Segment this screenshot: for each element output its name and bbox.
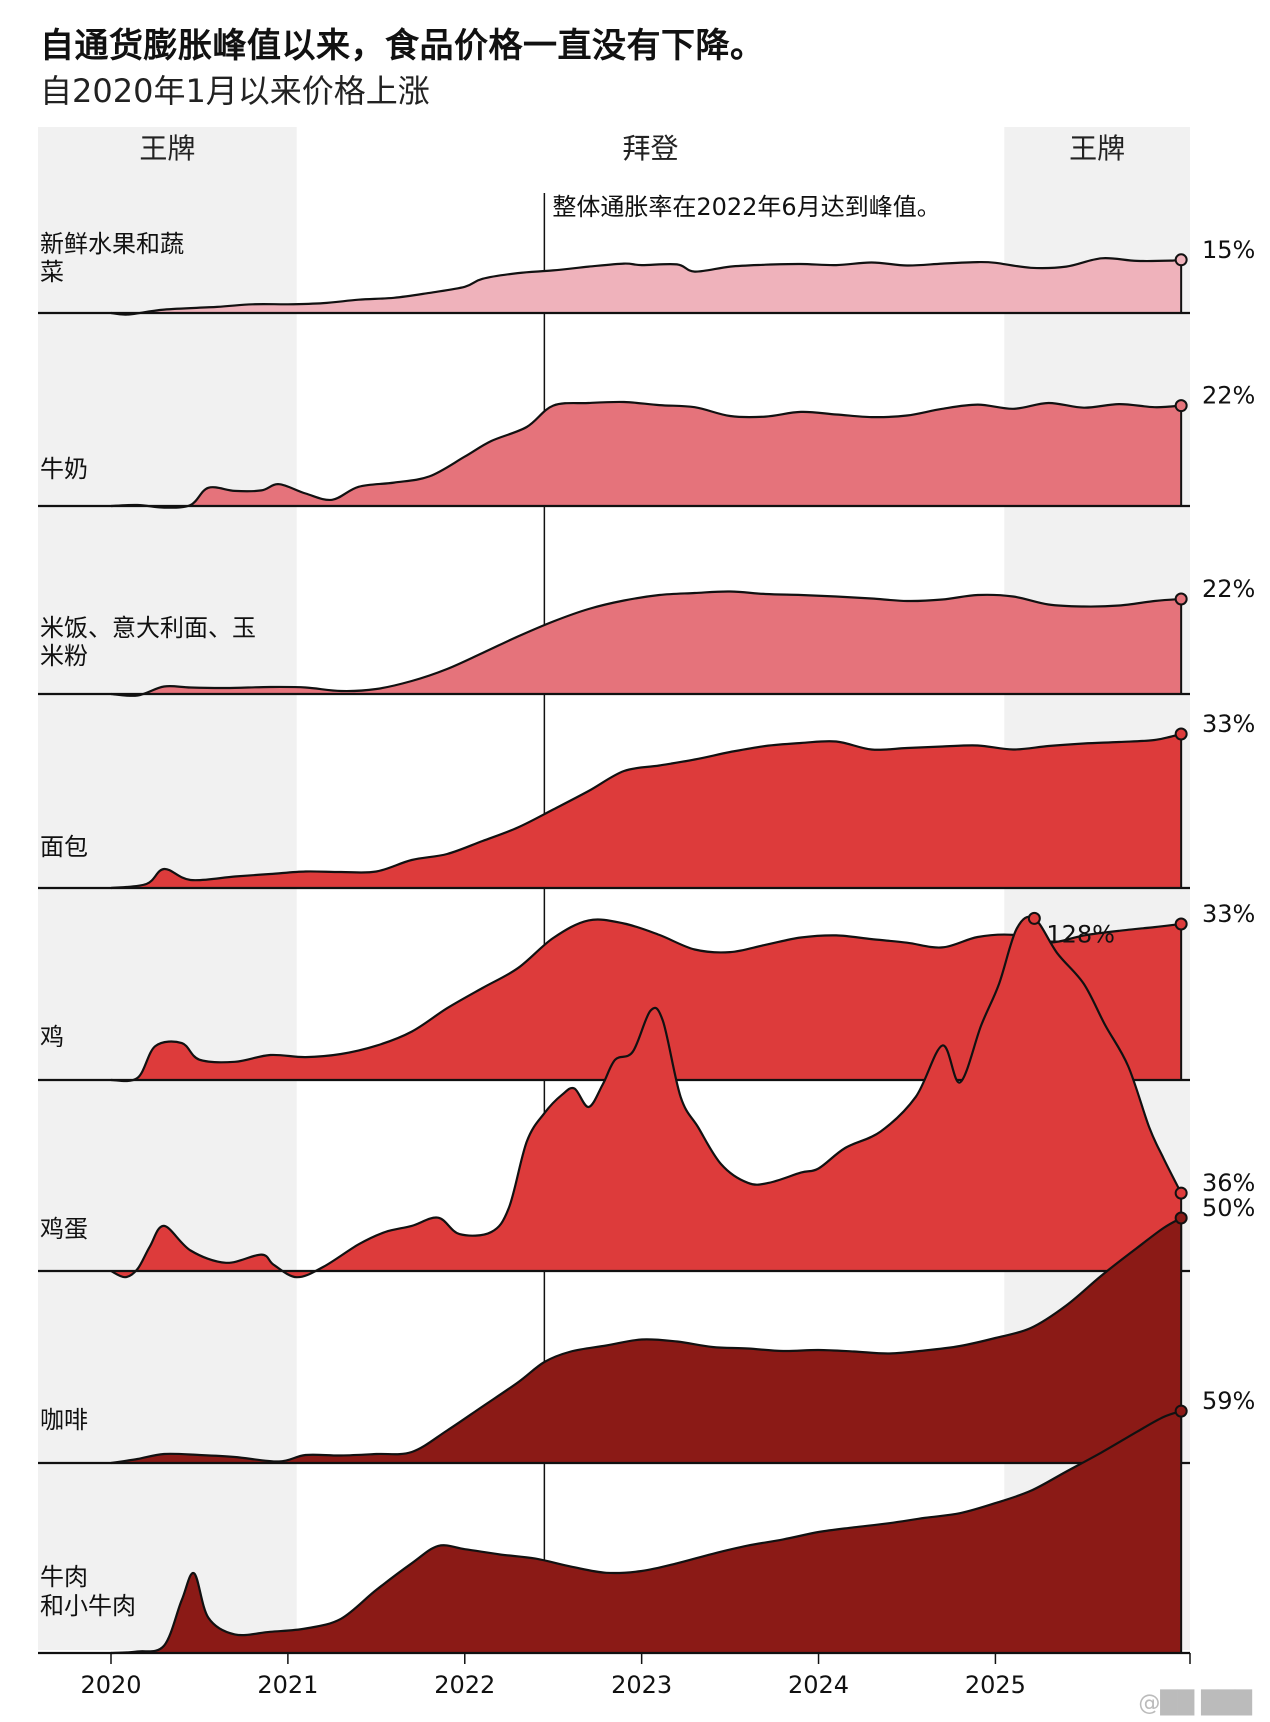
x-tick-label: 2022	[434, 1671, 495, 1699]
series-end-label: 22%	[1202, 382, 1255, 410]
series-peak-marker	[1027, 911, 1041, 925]
series-name-line: 米粉	[40, 642, 88, 670]
series-area	[111, 1411, 1182, 1653]
series-end-label: 36%	[1202, 1169, 1255, 1197]
series-name-line: 面包	[40, 833, 88, 861]
series-end-marker	[1174, 917, 1188, 931]
administration-label: 王牌	[139, 132, 195, 165]
series-area	[111, 1218, 1182, 1463]
series-name-line: 和小牛肉	[40, 1592, 136, 1620]
series-name-label: 鸡	[40, 1023, 64, 1051]
series-area	[111, 591, 1182, 696]
series-end-label: 22%	[1202, 575, 1255, 603]
administration-label: 拜登	[622, 132, 678, 165]
series-name-label: 面包	[40, 833, 88, 861]
x-tick-label: 2023	[611, 1671, 672, 1699]
series-area	[111, 916, 1182, 1278]
series-end-label: 33%	[1202, 900, 1255, 928]
series-end-marker	[1174, 1211, 1188, 1225]
series-line	[110, 732, 1182, 890]
series-name-label: 米饭、意大利面、玉米粉	[40, 614, 256, 670]
series-name-label: 新鲜水果和蔬菜	[40, 230, 184, 286]
series-peak-label: 128%	[1046, 920, 1115, 948]
series-line	[110, 590, 1182, 697]
series-area	[111, 734, 1182, 888]
series-line	[110, 1410, 1182, 1655]
series-end-marker	[1174, 727, 1188, 741]
series-end-marker	[1174, 592, 1188, 606]
series-end-marker	[1174, 253, 1188, 267]
series-line	[110, 1217, 1182, 1465]
series-name-line: 鸡蛋	[40, 1215, 88, 1243]
series-end-marker	[1174, 1186, 1188, 1200]
series-line	[110, 918, 1182, 1083]
series-end-label: 33%	[1202, 710, 1255, 738]
administration-label: 王牌	[1069, 132, 1125, 165]
x-tick-label: 2020	[80, 1671, 141, 1699]
series-end-label: 15%	[1202, 236, 1255, 264]
series-name-line: 菜	[40, 258, 64, 286]
series-name-line: 牛奶	[40, 455, 88, 483]
series-end-marker	[1174, 1404, 1188, 1418]
chart-subtitle: 自2020年1月以来价格上涨	[40, 72, 430, 110]
x-tick-label: 2024	[788, 1671, 849, 1699]
series-area	[111, 258, 1182, 315]
annotation-text: 整体通胀率在2022年6月达到峰值。	[552, 193, 940, 221]
series-end-label: 59%	[1202, 1387, 1255, 1415]
watermark: @██ ███	[1138, 1691, 1252, 1716]
series-name-label: 咖啡	[40, 1406, 88, 1434]
series-name-label: 牛奶	[40, 455, 88, 483]
series-name-line: 新鲜水果和蔬	[40, 230, 184, 258]
series-name-line: 咖啡	[40, 1406, 88, 1434]
chart-title: 自通货膨胀峰值以来，食品价格一直没有下降。	[40, 26, 765, 66]
series-name-label: 牛肉和小牛肉	[40, 1563, 136, 1620]
x-tick-label: 2025	[965, 1671, 1026, 1699]
series-line	[110, 257, 1182, 316]
series-name-line: 米饭、意大利面、玉	[40, 614, 256, 642]
x-tick-label: 2021	[257, 1671, 318, 1699]
series-name-label: 鸡蛋	[40, 1215, 88, 1243]
series-line	[110, 400, 1182, 509]
series-end-marker	[1174, 399, 1188, 413]
series-name-line: 牛肉	[40, 1563, 88, 1591]
series-name-line: 鸡	[40, 1023, 64, 1051]
series-area	[111, 401, 1182, 508]
series-end-label: 50%	[1202, 1194, 1255, 1222]
series-area	[111, 919, 1182, 1082]
